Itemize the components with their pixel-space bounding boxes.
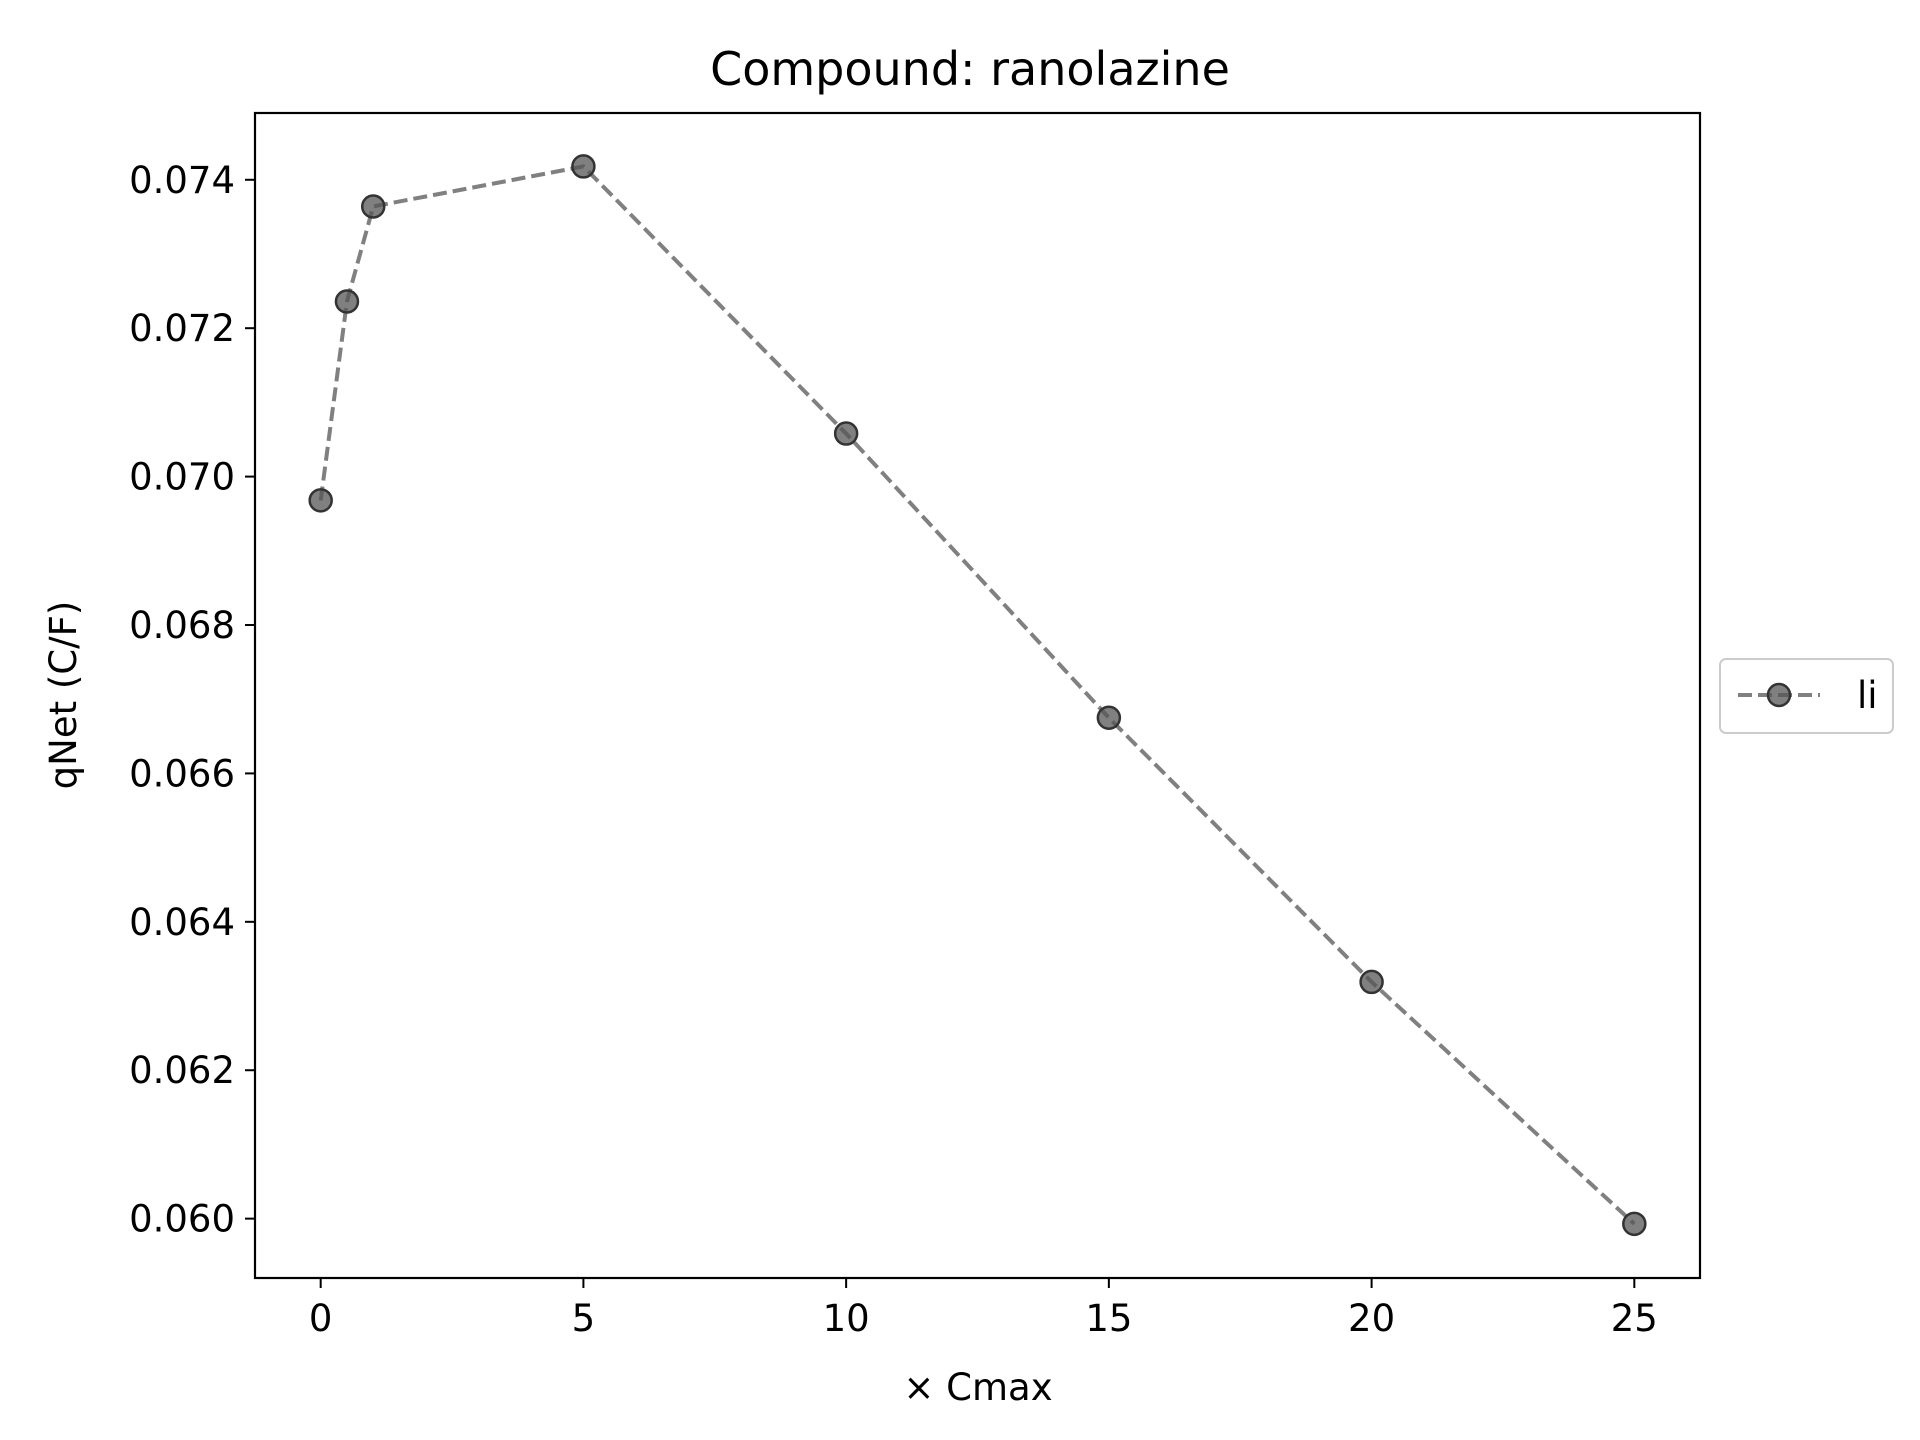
x-tick-label: 5 — [572, 1297, 596, 1340]
data-point — [334, 289, 360, 314]
y-axis-label: qNet (C/F) — [42, 601, 85, 790]
series-layer — [308, 154, 1647, 1237]
data-point — [571, 154, 596, 179]
legend-marker — [1766, 682, 1792, 708]
y-tick-label: 0.064 — [129, 901, 235, 944]
y-tick-label: 0.062 — [129, 1049, 235, 1092]
data-point — [833, 421, 859, 446]
series-line — [318, 164, 1636, 1226]
data-point — [1096, 705, 1122, 731]
y-tick-label: 0.072 — [129, 307, 235, 350]
data-point — [1359, 969, 1384, 995]
x-tick-label: 25 — [1611, 1297, 1658, 1340]
x-axis-label: × Cmax — [903, 1366, 1052, 1409]
legend-label: li — [1857, 674, 1878, 717]
data-point — [1622, 1211, 1647, 1237]
y-axis: 0.060 0.062 0.064 0.066 0.068 0.070 0.072 0.074 — [129, 159, 255, 1241]
chart-title: Compound: ranolazine — [710, 42, 1230, 96]
data-point — [308, 488, 333, 513]
y-tick-label: 0.060 — [129, 1198, 235, 1241]
x-tick-label: 10 — [823, 1297, 870, 1340]
plot-area — [253, 111, 1702, 1280]
y-tick-label: 0.074 — [129, 159, 235, 202]
y-tick-label: 0.066 — [129, 752, 235, 795]
x-tick-label: 15 — [1085, 1297, 1132, 1340]
y-tick-label: 0.070 — [129, 456, 235, 499]
y-tick-label: 0.068 — [129, 604, 235, 647]
x-tick-label: 20 — [1348, 1297, 1395, 1340]
x-axis: 0 5 10 15 20 25 — [309, 1278, 1658, 1340]
legend: li — [1719, 658, 1894, 734]
data-point — [360, 194, 386, 219]
x-tick-label: 0 — [309, 1297, 333, 1340]
